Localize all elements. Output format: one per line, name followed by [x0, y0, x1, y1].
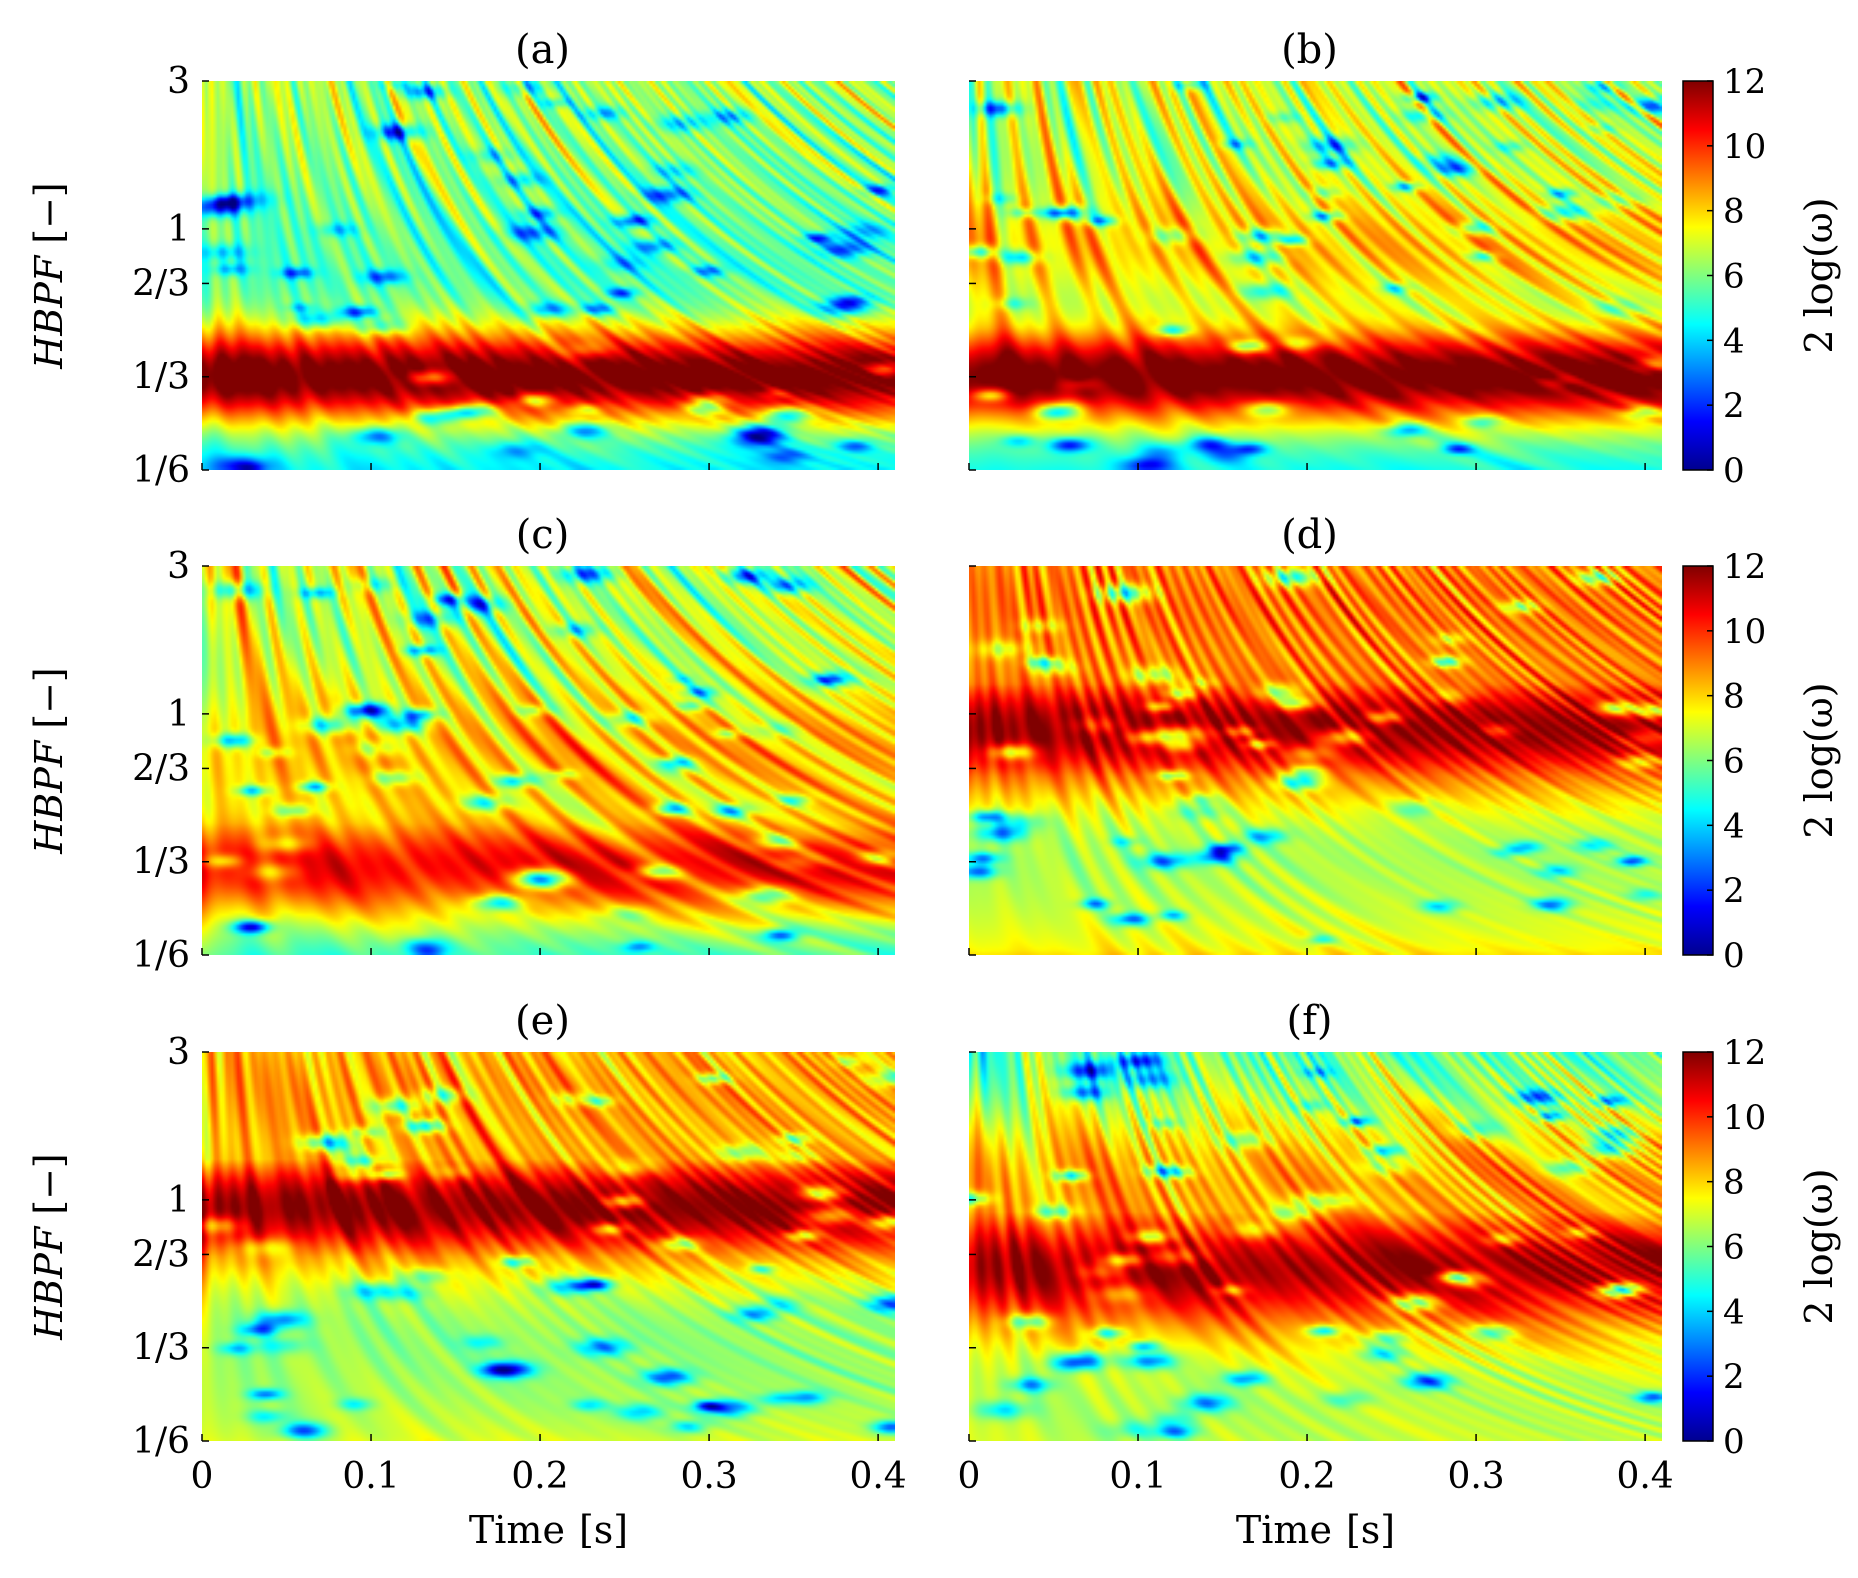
colorbar: 0 2 4 6 8 10 12 2 log(ω) [1682, 1033, 1841, 1462]
colorbar-tick-label: 6 [1723, 1228, 1745, 1268]
x-tick-label: 0.4 [1616, 1456, 1673, 1497]
y-tick-label: 2/3 [132, 748, 190, 789]
panel-b: (b) [968, 27, 1662, 471]
x-tick-label: 0.2 [511, 1456, 568, 1497]
y-axis-unit: [−] [27, 182, 71, 244]
colorbar-tick-label: 12 [1723, 62, 1766, 102]
colorbar-tick-label: 8 [1723, 677, 1745, 717]
y-tick-label: 1/3 [132, 357, 190, 398]
colorbar-tick-label: 2 [1723, 871, 1745, 911]
colorbar-tick-label: 6 [1723, 742, 1745, 782]
x-axis-title: Time [s] [1236, 1508, 1395, 1552]
colorbar: 0 2 4 6 8 10 12 2 log(ω) [1682, 62, 1841, 491]
colorbar: 0 2 4 6 8 10 12 2 log(ω) [1682, 547, 1841, 976]
colorbar-title: 2 log(ω) [1797, 1168, 1841, 1324]
x-axis-unit: [s] [579, 1508, 628, 1552]
x-axis-title: Time [s] [469, 1508, 628, 1552]
x-tick-label: 0.3 [680, 1456, 737, 1497]
y-tick-label: 2/3 [132, 1234, 190, 1275]
colorbars: 0 2 4 6 8 10 12 2 log(ω) 0 2 4 6 8 10 12 2 log(ω) 0 2 4 6 8 1… [1682, 62, 1841, 1462]
colorbar-title: 2 log(ω) [1797, 682, 1841, 838]
y-tick-label: 3 [167, 61, 190, 102]
y-tick-label: 1 [167, 209, 190, 250]
y-tick-label: 1 [167, 694, 190, 735]
panels: (a) 1/6 1/3 2/3 1 3 HBPF [−] (b) (c) 1/6 1/3 2/3 1 3 HB… [27, 27, 1674, 1552]
panel-d: (d) [968, 512, 1662, 956]
panel-label-c: (c) [516, 512, 570, 558]
y-axis-unit: [−] [27, 1153, 71, 1215]
y-axis-title: HBPF [−] [27, 1153, 71, 1341]
y-tick-label: 2/3 [132, 263, 190, 304]
colorbar-tick-label: 4 [1723, 806, 1745, 846]
y-tick-label: 3 [167, 546, 190, 587]
colorbar-title: 2 log(ω) [1797, 197, 1841, 353]
panel-c: (c) 1/6 1/3 2/3 1 3 HBPF [−] [27, 512, 895, 976]
panel-label-e: (e) [515, 998, 570, 1044]
colorbar-tick-label: 2 [1723, 1357, 1745, 1397]
x-tick-label: 0.4 [849, 1456, 906, 1497]
x-tick-label: 0.1 [342, 1456, 399, 1497]
panel-label-f: (f) [1286, 998, 1332, 1044]
colorbar-tick-label: 12 [1723, 547, 1766, 587]
colorbar-tick-label: 4 [1723, 1292, 1745, 1332]
colorbar-tick-label: 0 [1723, 1422, 1745, 1462]
y-tick-label: 1/6 [132, 450, 190, 491]
colorbar-tick-label: 10 [1723, 1098, 1766, 1138]
colorbar-tick-label: 2 [1723, 386, 1745, 426]
y-tick-label: 1/6 [132, 1421, 190, 1462]
colorbar-tick-label: 0 [1723, 451, 1745, 491]
panel-e: (e) 1/6 1/3 2/3 1 3 0 0.1 0.2 0.3 0.4 HBPF [−] Time [s… [27, 998, 907, 1552]
colorbar-tick-label: 0 [1723, 936, 1745, 976]
panel-a: (a) 1/6 1/3 2/3 1 3 HBPF [−] [27, 27, 895, 491]
y-tick-label: 3 [167, 1032, 190, 1073]
y-axis-title: HBPF [−] [27, 667, 71, 855]
colorbar-tick-label: 6 [1723, 257, 1745, 297]
x-tick-label: 0.1 [1109, 1456, 1166, 1497]
panel-label-b: (b) [1281, 27, 1338, 73]
colorbar-tick-label: 10 [1723, 612, 1766, 652]
x-tick-label: 0.3 [1447, 1456, 1504, 1497]
colorbar-tick-label: 8 [1723, 1163, 1745, 1203]
colorbar-tick-label: 10 [1723, 127, 1766, 167]
x-tick-label: 0 [191, 1456, 214, 1497]
x-tick-label: 0.2 [1278, 1456, 1335, 1497]
scalogram-d [969, 566, 1662, 955]
y-axis-label: HBPF [27, 739, 71, 855]
panel-label-a: (a) [515, 27, 570, 73]
y-axis-label: HBPF [27, 254, 71, 370]
scalogram-e [202, 1052, 895, 1441]
y-tick-label: 1/3 [132, 842, 190, 883]
colorbar-tick-label: 8 [1723, 192, 1745, 232]
x-tick-label: 0 [958, 1456, 981, 1497]
x-axis-label: Time [469, 1508, 565, 1552]
y-axis-title: HBPF [−] [27, 182, 71, 370]
y-tick-label: 1/3 [132, 1328, 190, 1369]
scalogram-f [969, 1052, 1662, 1441]
scalogram-c [202, 566, 895, 955]
y-tick-label: 1/6 [132, 935, 190, 976]
scalogram-b [969, 81, 1662, 470]
x-axis-unit: [s] [1346, 1508, 1395, 1552]
panel-f: (f) 0 0.1 0.2 0.3 0.4 Time [s] [958, 998, 1674, 1552]
y-axis-label: HBPF [27, 1225, 71, 1341]
colorbar-tick-label: 12 [1723, 1033, 1766, 1073]
colorbar-tick-label: 4 [1723, 321, 1745, 361]
scalogram-a [202, 81, 895, 470]
panel-label-d: (d) [1281, 512, 1338, 558]
x-axis-label: Time [1236, 1508, 1332, 1552]
y-axis-unit: [−] [27, 667, 71, 729]
y-tick-label: 1 [167, 1180, 190, 1221]
